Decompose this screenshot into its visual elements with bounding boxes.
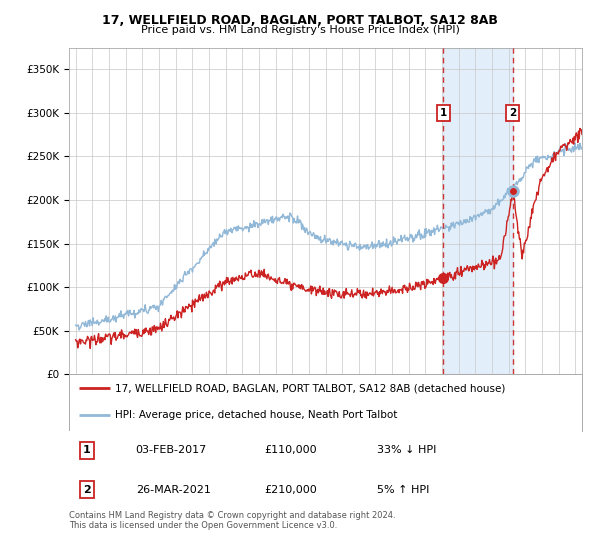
- Text: 2: 2: [509, 108, 516, 118]
- Text: Contains HM Land Registry data © Crown copyright and database right 2024.
This d: Contains HM Land Registry data © Crown c…: [69, 511, 395, 530]
- Text: £110,000: £110,000: [264, 445, 317, 455]
- Text: 1: 1: [83, 445, 91, 455]
- Text: 26-MAR-2021: 26-MAR-2021: [136, 485, 211, 494]
- Text: 2: 2: [83, 485, 91, 494]
- Text: 5% ↑ HPI: 5% ↑ HPI: [377, 485, 429, 494]
- Text: 17, WELLFIELD ROAD, BAGLAN, PORT TALBOT, SA12 8AB: 17, WELLFIELD ROAD, BAGLAN, PORT TALBOT,…: [102, 14, 498, 27]
- Text: 17, WELLFIELD ROAD, BAGLAN, PORT TALBOT, SA12 8AB (detached house): 17, WELLFIELD ROAD, BAGLAN, PORT TALBOT,…: [115, 384, 506, 393]
- Text: HPI: Average price, detached house, Neath Port Talbot: HPI: Average price, detached house, Neat…: [115, 410, 398, 420]
- Text: 33% ↓ HPI: 33% ↓ HPI: [377, 445, 436, 455]
- Text: 03-FEB-2017: 03-FEB-2017: [136, 445, 207, 455]
- Text: 1: 1: [440, 108, 447, 118]
- Text: Price paid vs. HM Land Registry's House Price Index (HPI): Price paid vs. HM Land Registry's House …: [140, 25, 460, 35]
- Text: £210,000: £210,000: [264, 485, 317, 494]
- Bar: [443, 48, 512, 374]
